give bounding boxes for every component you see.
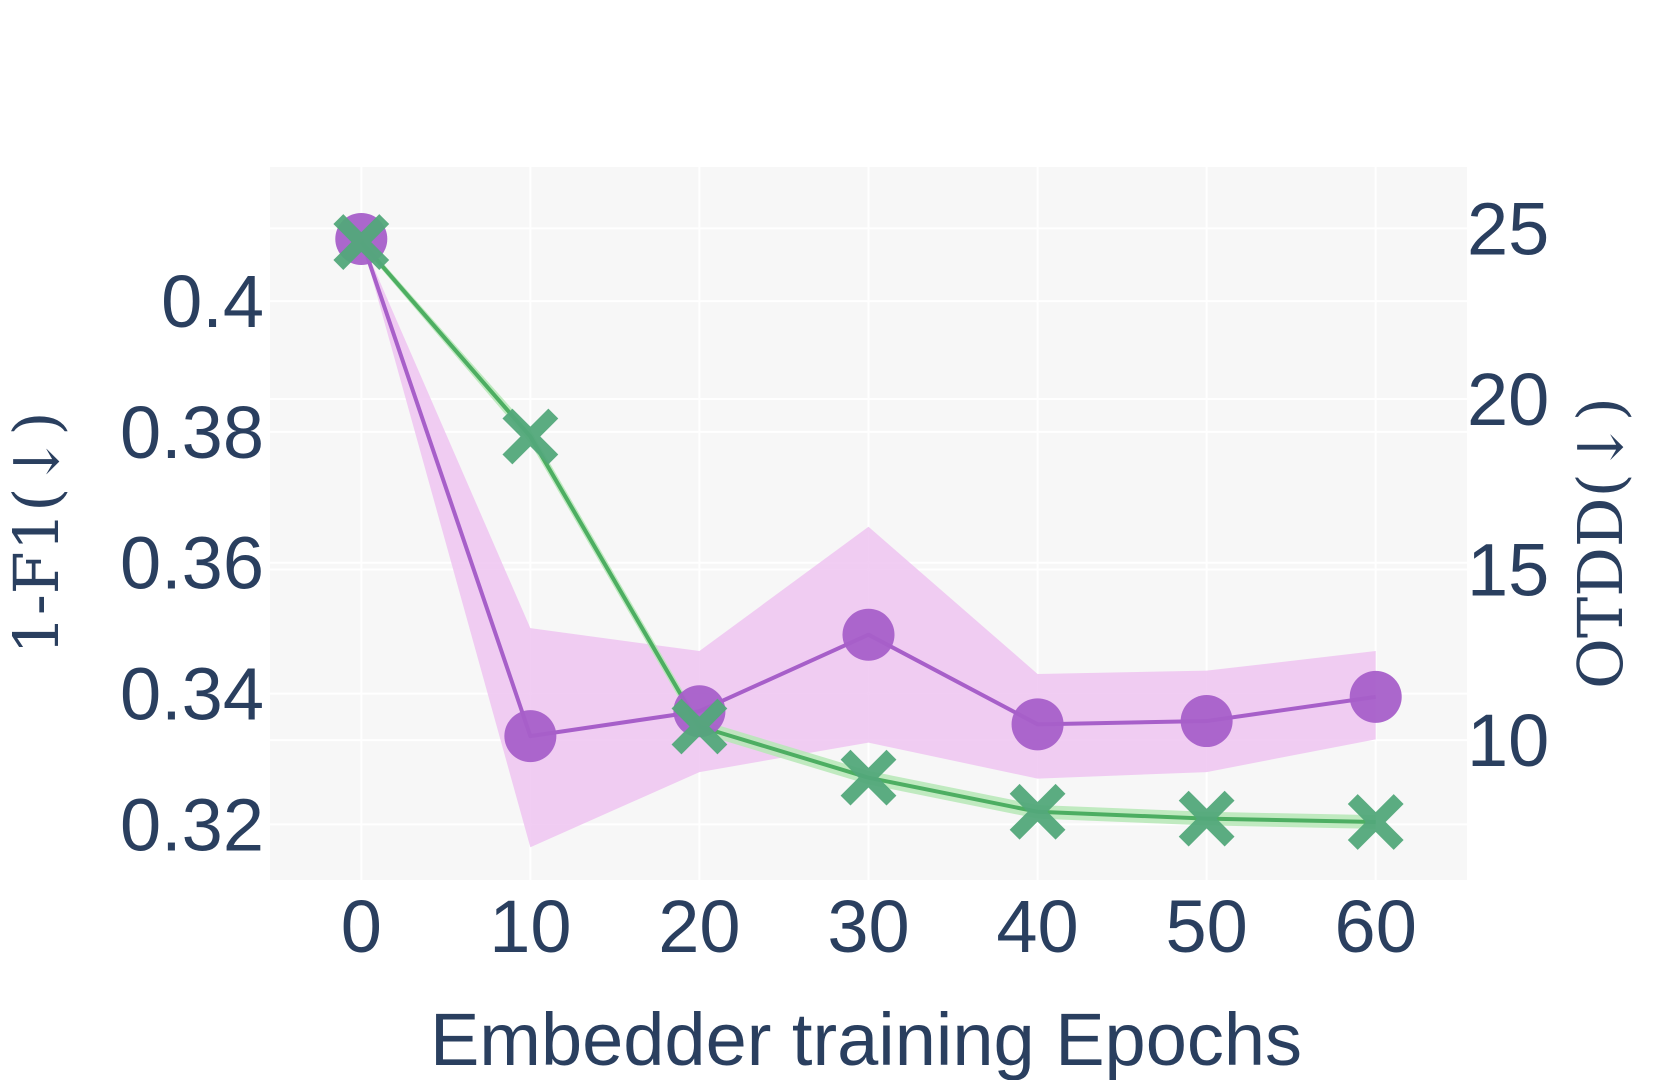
x-marker-30	[840, 749, 897, 806]
x-tick-label-30: 30	[827, 885, 909, 968]
circle-marker-30	[842, 608, 895, 661]
x-marker-40	[1009, 783, 1066, 840]
x-tick-label-50: 50	[1165, 885, 1247, 968]
series-0-band	[361, 238, 1376, 848]
y-left-tick-label-0.32: 0.32	[120, 783, 264, 866]
y-right-tick-label-10: 10	[1467, 699, 1549, 782]
y-left-tick-label-0.36: 0.36	[120, 522, 264, 605]
y-axis-right-title: OTDD(↓)	[1564, 397, 1637, 689]
tick-labels: 0 10 20 30 40 50 60 0.32 0.34 0.36 0.38 0.4 10 15 20 25	[120, 187, 1549, 968]
y-axis-left-title: 1-F1(↓)	[0, 411, 73, 654]
circle-marker-10	[504, 710, 557, 763]
x-marker-20	[671, 698, 728, 755]
x-marker-50	[1178, 790, 1235, 847]
x-marker-60	[1347, 794, 1404, 850]
x-tick-label-10: 10	[489, 885, 571, 968]
y-left-tick-label-0.4: 0.4	[161, 260, 264, 343]
y-left-tick-label-0.34: 0.34	[120, 653, 264, 736]
y-right-tick-label-15: 15	[1467, 529, 1549, 612]
error-bands	[361, 238, 1376, 848]
x-marker-0	[333, 214, 390, 270]
series-markers	[333, 212, 1404, 850]
x-axis-title: Embedder training Epochs	[430, 998, 1302, 1080]
y-right-tick-label-25: 25	[1467, 187, 1549, 270]
x-tick-label-60: 60	[1335, 885, 1417, 968]
x-tick-label-0: 0	[341, 885, 382, 968]
circle-marker-40	[1011, 698, 1064, 751]
y-right-tick-label-20: 20	[1467, 358, 1549, 441]
y-left-tick-label-0.38: 0.38	[120, 391, 264, 474]
x-tick-label-40: 40	[996, 885, 1078, 968]
circle-marker-50	[1180, 695, 1233, 748]
x-marker-10	[502, 408, 559, 465]
x-tick-label-20: 20	[658, 885, 740, 968]
circle-marker-60	[1349, 670, 1402, 723]
circle-marker-20	[673, 685, 726, 738]
